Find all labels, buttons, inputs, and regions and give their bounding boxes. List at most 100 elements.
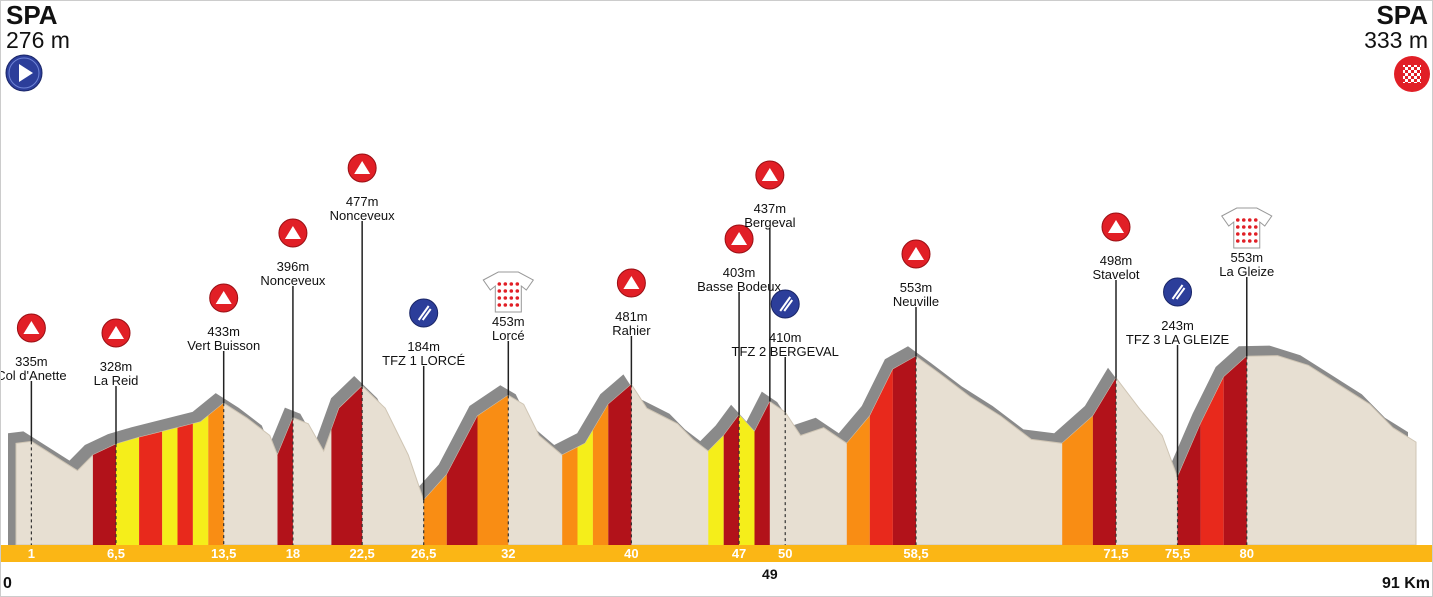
kom-jersey-dot-6 bbox=[497, 289, 502, 293]
kom-jersey-dot-6 bbox=[503, 282, 508, 286]
kom-jersey-dot-6 bbox=[503, 289, 508, 293]
gradient-segment-9 bbox=[423, 474, 447, 545]
climb-mountain-peak-11 bbox=[908, 247, 924, 260]
gradient-segment-17 bbox=[723, 414, 740, 545]
climb-mountain-peak-9 bbox=[761, 168, 778, 181]
km-axis-band bbox=[0, 545, 1433, 562]
annotation-altitude-13: 243m bbox=[1161, 318, 1194, 333]
gradient-segment-16 bbox=[708, 435, 724, 545]
gradient-segment-10 bbox=[446, 416, 478, 545]
kom-jersey-dot-14 bbox=[1235, 218, 1240, 222]
gradient-segment-15 bbox=[608, 384, 632, 545]
climb-mountain-peak-1 bbox=[108, 326, 124, 339]
axis-end-label: 91 Km bbox=[1382, 575, 1430, 592]
kom-jersey-dot-6 bbox=[509, 296, 514, 300]
annotation-name-4: Nonceveux bbox=[330, 208, 396, 223]
kom-jersey-icon-14 bbox=[1221, 207, 1273, 249]
annotation-altitude-11: 553m bbox=[900, 280, 933, 295]
gradient-segment-8 bbox=[331, 386, 363, 545]
annotation-altitude-2: 433m bbox=[207, 324, 240, 339]
km-marker-label-12: 75,5 bbox=[1165, 546, 1190, 561]
annotation-altitude-12: 498m bbox=[1100, 253, 1133, 268]
finish-city: SPA bbox=[1376, 0, 1428, 30]
climb-mountain-peak-2 bbox=[215, 291, 232, 304]
start-city: SPA bbox=[6, 0, 58, 30]
annotation-name-1: La Reid bbox=[94, 373, 139, 388]
km-marker-extra-label: 49 bbox=[762, 566, 778, 582]
sprint-icon-mark-13 bbox=[1171, 284, 1186, 300]
kom-jersey-dot-6 bbox=[509, 289, 514, 293]
annotation-altitude-4: 477m bbox=[346, 194, 379, 209]
gradient-segment-24 bbox=[1092, 377, 1116, 545]
kom-jersey-dot-6 bbox=[503, 296, 508, 300]
kom-jersey-dot-14 bbox=[1247, 225, 1252, 229]
kom-jersey-dot-6 bbox=[497, 303, 502, 307]
annotation-name-10: TFZ 2 BERGEVAL bbox=[732, 344, 839, 359]
gradient-segment-26 bbox=[1200, 377, 1224, 545]
start-altitude: 276 m bbox=[6, 27, 70, 53]
finish-checkered-icon bbox=[1394, 56, 1430, 92]
gradient-segment-21 bbox=[869, 369, 893, 545]
annotation-altitude-6: 453m bbox=[492, 314, 525, 329]
km-marker-label-5: 26,5 bbox=[411, 546, 436, 561]
annotation-name-0: Col d'Anette bbox=[0, 368, 67, 383]
km-marker-label-8: 47 bbox=[732, 546, 746, 561]
annotation-altitude-7: 481m bbox=[615, 309, 648, 324]
gradient-segment-22 bbox=[892, 356, 916, 545]
gradient-segment-6 bbox=[208, 403, 224, 545]
kom-jersey-dot-14 bbox=[1247, 218, 1252, 222]
km-marker-label-13: 80 bbox=[1240, 546, 1254, 561]
gradient-segment-7 bbox=[277, 417, 293, 545]
kom-jersey-dot-6 bbox=[509, 303, 514, 307]
annotation-altitude-1: 328m bbox=[100, 359, 133, 374]
kom-jersey-dot-6 bbox=[509, 282, 514, 286]
gradient-segment-23 bbox=[1062, 416, 1093, 545]
gradient-segment-20 bbox=[846, 416, 870, 545]
km-marker-label-4: 22,5 bbox=[349, 546, 374, 561]
kom-jersey-dot-6 bbox=[515, 289, 520, 293]
annotation-name-7: Rahier bbox=[612, 323, 651, 338]
gradient-segment-5 bbox=[192, 415, 209, 545]
annotation-altitude-8: 403m bbox=[723, 265, 756, 280]
annotation-name-3: Nonceveux bbox=[260, 273, 326, 288]
kom-jersey-dot-14 bbox=[1253, 218, 1258, 222]
gradient-segment-25 bbox=[1177, 423, 1201, 545]
sprint-icon-mark-5 bbox=[417, 305, 432, 321]
annotation-altitude-5: 184m bbox=[407, 339, 440, 354]
gradient-segment-12 bbox=[562, 447, 578, 545]
annotation-name-9: Bergeval bbox=[744, 215, 795, 230]
climb-mountain-peak-3 bbox=[284, 226, 301, 239]
gradient-segment-4 bbox=[177, 423, 193, 545]
km-marker-label-6: 32 bbox=[501, 546, 515, 561]
kom-jersey-icon-6 bbox=[482, 271, 535, 313]
gradient-segment-19 bbox=[754, 401, 770, 545]
km-marker-label-11: 71,5 bbox=[1103, 546, 1128, 561]
annotation-name-2: Vert Buisson bbox=[187, 338, 260, 353]
kom-jersey-dot-14 bbox=[1235, 232, 1240, 236]
annotation-name-11: Neuville bbox=[893, 294, 939, 309]
kom-jersey-dot-6 bbox=[515, 303, 520, 307]
gradient-segment-18 bbox=[739, 414, 755, 545]
kom-jersey-dot-6 bbox=[515, 282, 520, 286]
climb-mountain-peak-12 bbox=[1108, 220, 1124, 233]
kom-jersey-dot-6 bbox=[503, 303, 508, 307]
climb-mountain-peak-0 bbox=[23, 321, 40, 334]
gradient-segment-1 bbox=[116, 437, 140, 545]
km-marker-label-1: 6,5 bbox=[107, 546, 125, 561]
annotation-name-14: La Gleize bbox=[1219, 264, 1274, 279]
kom-jersey-dot-14 bbox=[1235, 225, 1240, 229]
climb-mountain-peak-4 bbox=[354, 161, 371, 174]
kom-jersey-dot-14 bbox=[1253, 225, 1258, 229]
kom-jersey-dot-14 bbox=[1235, 239, 1240, 243]
climb-mountain-peak-7 bbox=[623, 276, 640, 289]
km-marker-label-0: 1 bbox=[28, 546, 35, 561]
start-play-icon bbox=[5, 54, 43, 92]
annotation-altitude-14: 553m bbox=[1231, 250, 1264, 265]
annotation-altitude-3: 396m bbox=[277, 259, 310, 274]
kom-jersey-dot-14 bbox=[1241, 225, 1246, 229]
kom-jersey-dot-6 bbox=[497, 296, 502, 300]
gradient-segment-2 bbox=[139, 431, 163, 545]
annotation-name-5: TFZ 1 LORCÉ bbox=[382, 353, 465, 368]
